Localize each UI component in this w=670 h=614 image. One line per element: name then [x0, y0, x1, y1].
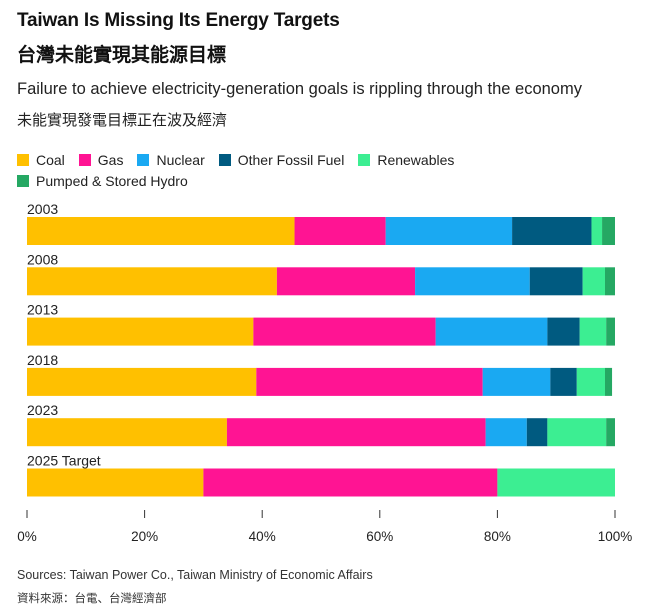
bar-segment-gas: [203, 468, 498, 497]
legend-item-renewables: Renewables: [358, 151, 455, 168]
bar-segment-other-fossil-fuel: [547, 317, 580, 346]
legend-label: Nuclear: [156, 151, 205, 168]
x-tick-label: 100%: [598, 529, 633, 544]
legend-label: Coal: [36, 151, 65, 168]
bar-segment-gas: [226, 418, 486, 447]
legend-swatch: [78, 153, 91, 166]
bar-segment-pumped-stored-hydro: [605, 267, 615, 296]
legend-swatch: [17, 153, 29, 166]
legend: Coal Gas Nuclear Other Fossil Fuel Renewable…: [17, 151, 487, 189]
bar-segment-pumped-stored-hydro: [602, 217, 615, 245]
legend-item-pumped-stored-hydro: Pumped & Stored Hydro: [17, 172, 188, 189]
chart-title: Taiwan Is Missing Its Energy Targets: [17, 10, 340, 31]
bar-segment-pumped-stored-hydro: [606, 317, 615, 346]
legend-swatch: [218, 153, 231, 166]
legend-item-gas: Gas: [78, 151, 124, 168]
bar-segment-renewables: [582, 267, 606, 296]
legend-item-other-fossil-fuel: Other Fossil Fuel: [218, 151, 345, 168]
bar-segment-gas: [256, 367, 483, 396]
chart-subtitle: Failure to achieve electricity-generatio…: [17, 80, 582, 98]
x-tick-label: 80%: [484, 529, 511, 544]
category-label: 2008: [27, 251, 58, 267]
chart-subtitle-zh: 未能實現發電目標正在波及經濟: [17, 111, 228, 129]
bar-segment-renewables: [547, 418, 607, 447]
x-tick-label: 60%: [366, 529, 393, 544]
legend-swatch: [358, 153, 371, 166]
bar-segment-nuclear: [415, 267, 530, 296]
bar-segment-coal: [27, 317, 254, 346]
bar-segment-other-fossil-fuel: [529, 267, 583, 296]
legend-item-nuclear: Nuclear: [137, 151, 205, 168]
bar-segment-gas: [253, 317, 436, 346]
legend-label: Other Fossil Fuel: [237, 151, 345, 168]
stacked-bar-chart: 2003 2008 2013 2018 2023 2025 Target 0% 20% 40% 6…: [17, 201, 633, 544]
chart-title-zh: 台灣未能實現其能源目標: [17, 44, 227, 66]
bar-segment-pumped-stored-hydro: [605, 367, 613, 396]
category-label: 2013: [27, 302, 58, 318]
bar-segment-renewables: [576, 367, 606, 396]
bar-segment-nuclear: [482, 367, 551, 396]
bar-segment-gas: [276, 267, 416, 296]
legend-label: Gas: [97, 151, 124, 168]
bar-segment-nuclear: [435, 317, 548, 346]
category-label: 2003: [27, 201, 58, 217]
bar-segment-gas: [294, 217, 386, 245]
bar-segment-renewables: [591, 217, 603, 245]
legend-item-coal: Coal: [17, 151, 65, 168]
category-label: 2018: [27, 352, 58, 368]
bar-segment-coal: [27, 468, 204, 497]
legend-label: Pumped & Stored Hydro: [36, 172, 188, 189]
bar-segment-coal: [27, 418, 227, 447]
x-tick-label: 0%: [17, 529, 37, 544]
bar-segment-other-fossil-fuel: [550, 367, 577, 396]
bar-segment-coal: [27, 217, 295, 245]
legend-swatch: [137, 153, 150, 166]
x-tick-label: 40%: [249, 529, 276, 544]
source-note-zh: 資料來源：台電、台灣經濟部: [17, 591, 167, 605]
bar-segment-nuclear: [385, 217, 513, 245]
legend-label: Renewables: [377, 151, 455, 168]
category-label: 2025 Target: [27, 453, 101, 469]
category-label: 2023: [27, 402, 58, 418]
bar-segment-coal: [27, 267, 277, 296]
legend-swatch: [17, 174, 29, 187]
source-note: Sources: Taiwan Power Co., Taiwan Minist…: [17, 568, 373, 582]
bar-segment-other-fossil-fuel: [526, 418, 548, 447]
bar-segment-coal: [27, 367, 257, 396]
bar-segment-nuclear: [485, 418, 527, 447]
bar-segment-renewables: [579, 317, 607, 346]
bar-segment-pumped-stored-hydro: [606, 418, 615, 447]
bar-segment-other-fossil-fuel: [512, 217, 592, 245]
x-tick-label: 20%: [131, 529, 158, 544]
bar-segment-renewables: [497, 468, 615, 497]
